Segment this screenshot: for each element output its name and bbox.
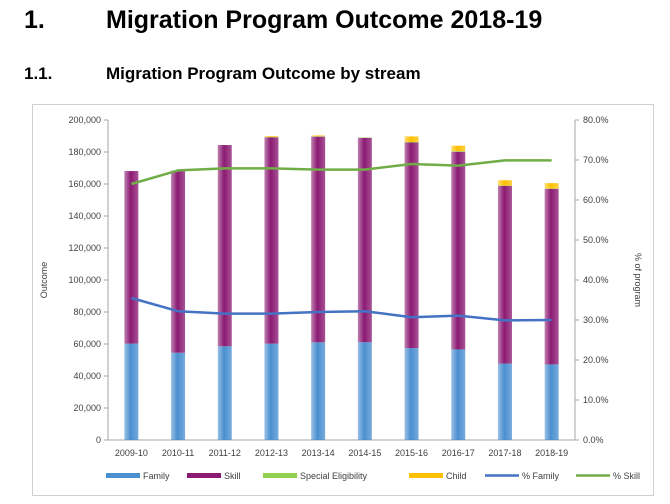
bar-child [497,180,512,186]
page-heading: 1. Migration Program Outcome 2018-19 [24,6,542,35]
bar-skill [451,151,466,350]
heading-number: 1. [24,6,45,34]
y-tick-label: 0 [96,435,101,445]
x-tick-label: 2014-15 [348,448,381,458]
bar-skill [544,188,559,365]
migration-outcome-chart: 0 20,000 40,000 60,000 80,000 100,000 120,000 1… [39,115,643,481]
y2-tick-label: 40.0% [583,275,609,285]
line--skill [131,159,552,186]
x-tick-label: 2018-19 [535,448,568,458]
legend-swatch-skill [187,473,221,478]
subheading-number: 1.1. [24,64,53,83]
bar-family [217,346,232,440]
y-tick-label: 100,000 [68,275,101,285]
y2-tick-label: 10.0% [583,395,609,405]
bar-skill [497,185,512,364]
y-tick-label: 20,000 [73,403,101,413]
bar-child [404,136,419,142]
bar-family [544,364,559,440]
legend-label-child: Child [446,471,467,481]
chart-container: 0 20,000 40,000 60,000 80,000 100,000 120,000 1… [32,104,654,496]
x-tick-label: 2017-18 [488,448,521,458]
y-tick-label: 160,000 [68,179,101,189]
y-tick-label: 80,000 [73,307,101,317]
y-tick-label: 120,000 [68,243,101,253]
y2-tick-label: 0.0% [583,435,604,445]
bar-skill [124,171,139,344]
x-tick-label: 2016-17 [442,448,475,458]
y2-tick-label: 50.0% [583,235,609,245]
bar-skill [357,137,372,343]
legend-label-skill: Skill [224,471,241,481]
y2-tick-label: 30.0% [583,315,609,325]
bar-child [264,136,279,137]
y-tick-label: 40,000 [73,371,101,381]
x-tick-label: 2012-13 [255,448,288,458]
y2-axis-title: % of program [633,253,643,307]
bar-family [404,348,419,440]
bar-family [311,342,326,440]
y-tick-label: 180,000 [68,147,101,157]
bar-skill [311,136,326,343]
y-tick-label: 200,000 [68,115,101,125]
heading-title: Migration Program Outcome 2018-19 [106,6,543,34]
x-tick-label: 2013-14 [302,448,335,458]
bar-skill [217,145,232,347]
legend-label-family: Family [143,471,170,481]
x-tick-label: 2009-10 [115,448,148,458]
line--family [131,296,552,322]
x-tick-label: 2011-12 [209,448,241,458]
x-tick-label: 2015-16 [395,448,428,458]
subheading-title: Migration Program Outcome by stream [106,64,421,83]
bar-family [124,343,139,440]
bar-child [451,145,466,152]
bar-skill [171,170,186,353]
bar-skill [264,137,279,344]
section-heading: 1.1. Migration Program Outcome by stream [24,64,421,84]
bar-family [264,343,279,440]
bar-child [544,183,559,189]
x-tick-label: 2010-11 [162,448,194,458]
legend-swatch-child [409,473,443,478]
y-tick-label: 140,000 [68,211,101,221]
bar-skill [404,142,419,349]
bar-family [357,342,372,440]
y2-tick-label: 80.0% [583,115,609,125]
y2-tick-label: 60.0% [583,195,609,205]
legend-label--family: % Family [522,471,560,481]
legend-swatch-special-eligibility [263,473,297,478]
y-tick-label: 60,000 [73,339,101,349]
legend-swatch-family [106,473,140,478]
y2-tick-label: 20.0% [583,355,609,365]
y-axis-title: Outcome [39,262,49,299]
bar-special-eligibility [451,151,466,152]
legend-label-special-eligibility: Special Eligibility [300,471,368,481]
bar-family [171,352,186,440]
legend-label--skill: % Skill [613,471,640,481]
bar-family [497,363,512,440]
y2-tick-label: 70.0% [583,155,609,165]
bar-child [311,135,326,137]
bar-family [451,349,466,440]
